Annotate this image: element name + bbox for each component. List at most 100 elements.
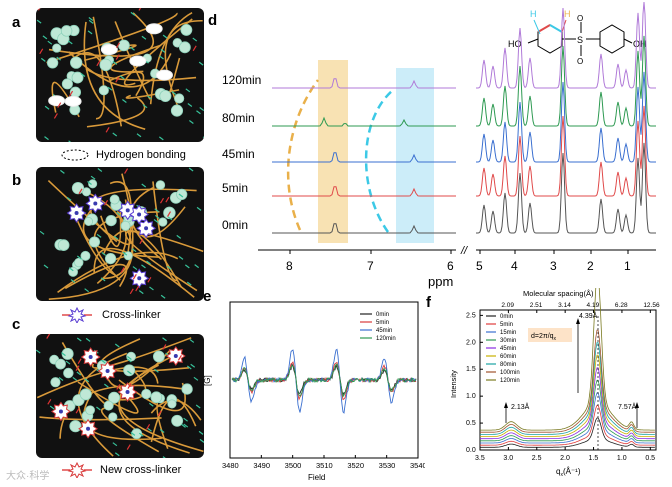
bond-segment <box>202 136 204 139</box>
bond-segment <box>44 136 49 141</box>
nmr-trace-right <box>476 35 656 127</box>
bond-segment <box>40 57 46 62</box>
bond-segment <box>199 106 204 111</box>
panel-letter-e: e <box>203 288 212 305</box>
bond-segment <box>183 423 189 428</box>
bond-segment <box>112 60 118 65</box>
bond-segment <box>158 136 164 141</box>
bond-segment <box>147 427 152 432</box>
cross-link <box>138 8 142 11</box>
hydrogen-bond-site <box>64 95 82 107</box>
bond-segment <box>84 378 90 383</box>
bond-segment <box>142 104 148 109</box>
bond-segment <box>87 30 93 35</box>
cross-link <box>135 285 140 292</box>
bond-segment <box>127 370 132 375</box>
bond-segment <box>184 264 190 269</box>
particle <box>79 388 92 401</box>
epr-legend-label: 0min <box>376 312 389 318</box>
panel-letter-a: a <box>12 14 21 31</box>
molecule-s: S <box>577 35 583 45</box>
nmr-tick-label: 2 <box>587 259 594 273</box>
network-schematic-c <box>36 334 204 458</box>
particle <box>74 257 84 268</box>
polymer-chain <box>93 247 195 298</box>
particle <box>174 93 185 104</box>
xrd-top-tick-label: 2.09 <box>501 302 514 309</box>
bond-segment <box>39 230 45 235</box>
bond-segment <box>149 286 154 291</box>
bond-segment <box>154 208 160 213</box>
bond-segment <box>153 219 159 223</box>
bond-segment <box>80 73 86 77</box>
cross-link <box>139 238 144 245</box>
bond-segment <box>138 432 144 437</box>
bond-segment <box>101 359 106 364</box>
bond-segment <box>199 438 204 443</box>
formula-box <box>528 328 572 342</box>
bond-segment <box>198 430 204 435</box>
cross-link <box>105 126 110 133</box>
bond-segment <box>70 279 76 284</box>
particle <box>118 39 130 52</box>
bond-segment <box>67 40 73 45</box>
cross-linker-core <box>74 211 79 216</box>
cross-linker-core <box>125 208 130 213</box>
nmr-tick-label: 1 <box>624 259 631 273</box>
panel-letter-f: f <box>426 294 431 311</box>
particle <box>167 399 177 409</box>
xrd-legend: 0min 5min 15min 30min 45min 60min 80min 100min 1… <box>486 314 520 384</box>
bond-segment <box>130 431 136 436</box>
arrow-cyan <box>364 89 394 233</box>
cross-link <box>46 334 51 339</box>
particle <box>152 350 165 363</box>
new-cross-linker-legend-icon <box>62 462 92 478</box>
particle <box>178 41 191 54</box>
xrd-tick-label: 3.0 <box>503 455 513 462</box>
bond-segment <box>136 133 142 138</box>
particle <box>109 194 120 205</box>
panel-letter-d: d <box>208 12 218 29</box>
bond-segment <box>112 132 118 137</box>
polymer-chain <box>152 181 178 282</box>
xrd-legend-label: 0min <box>500 314 513 320</box>
annotation-213: 2.13Å <box>511 402 530 411</box>
nmr-trace-left <box>272 186 456 197</box>
hydrogen-bond-site <box>155 69 173 81</box>
nmr-tick-label: 3 <box>550 259 557 273</box>
bond-segment <box>68 267 74 272</box>
bond-segment <box>148 402 154 407</box>
polymer-chain <box>68 51 172 88</box>
nmr-tick-label: 8 <box>286 259 293 273</box>
xrd-xlabel: qx(Å⁻¹) <box>556 467 581 478</box>
cross-linker-core <box>86 426 91 431</box>
bond-segment <box>88 17 94 22</box>
molecule-structure: H H HO OH S O O <box>508 9 647 66</box>
bond-segment <box>88 19 94 24</box>
bond-segment <box>198 61 204 66</box>
cross-linker-core <box>137 212 142 217</box>
nmr-left-traces <box>272 78 456 234</box>
cross-link <box>115 54 120 60</box>
particle <box>98 85 109 96</box>
cross-link <box>78 188 83 195</box>
xrd-ytick-label: 0.5 <box>466 420 476 427</box>
particle <box>61 78 73 90</box>
particle <box>170 104 184 117</box>
bond-segment <box>141 183 147 188</box>
cross-link <box>77 358 82 364</box>
nmr-time-label: 120min <box>222 73 261 87</box>
bond-segment <box>76 337 82 342</box>
bond-segment <box>194 264 200 269</box>
cross-link <box>146 423 151 430</box>
annotation-757: 7.57Å <box>618 402 637 411</box>
xrd-trace <box>480 342 655 435</box>
cross-linker-core <box>88 355 93 360</box>
cross-linker-legend-icon <box>62 307 92 323</box>
bond-segment <box>167 216 173 221</box>
bond-segment <box>36 19 42 24</box>
molecule-h-cyan: H <box>530 9 537 19</box>
bond-segment <box>141 264 146 269</box>
nmr-time-label: 5min <box>222 181 248 195</box>
bond-segment <box>147 95 152 100</box>
